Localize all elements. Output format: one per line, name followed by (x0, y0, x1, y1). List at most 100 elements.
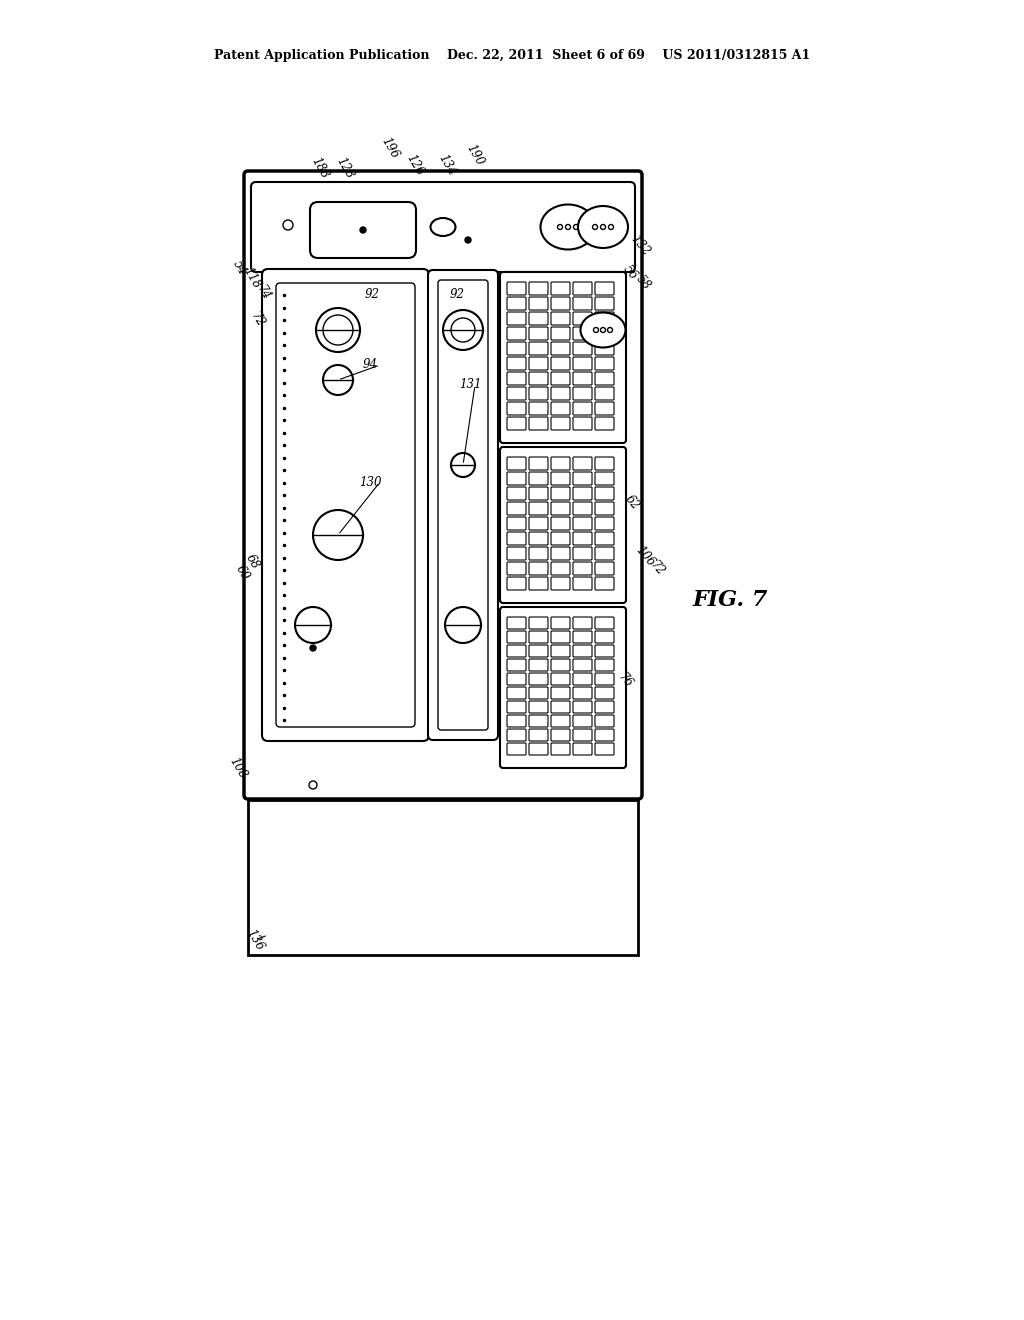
FancyBboxPatch shape (551, 457, 570, 470)
Text: Patent Application Publication    Dec. 22, 2011  Sheet 6 of 69    US 2011/031281: Patent Application Publication Dec. 22, … (214, 49, 810, 62)
Text: 131: 131 (459, 379, 481, 392)
Text: 188: 188 (309, 154, 331, 181)
FancyBboxPatch shape (529, 473, 548, 484)
FancyBboxPatch shape (573, 743, 592, 755)
FancyBboxPatch shape (529, 686, 548, 700)
FancyBboxPatch shape (595, 387, 614, 400)
FancyBboxPatch shape (507, 701, 526, 713)
FancyBboxPatch shape (595, 417, 614, 430)
FancyBboxPatch shape (573, 729, 592, 741)
FancyBboxPatch shape (507, 356, 526, 370)
FancyBboxPatch shape (529, 502, 548, 515)
Circle shape (323, 366, 353, 395)
FancyBboxPatch shape (529, 387, 548, 400)
FancyBboxPatch shape (529, 372, 548, 385)
FancyBboxPatch shape (529, 356, 548, 370)
Circle shape (557, 224, 562, 230)
FancyBboxPatch shape (529, 517, 548, 531)
FancyBboxPatch shape (595, 342, 614, 355)
FancyBboxPatch shape (595, 577, 614, 590)
Circle shape (600, 224, 605, 230)
Circle shape (313, 510, 362, 560)
FancyBboxPatch shape (500, 447, 626, 603)
Bar (248, 800, 638, 954)
FancyBboxPatch shape (529, 403, 548, 414)
FancyBboxPatch shape (507, 403, 526, 414)
FancyBboxPatch shape (551, 546, 570, 560)
FancyBboxPatch shape (551, 403, 570, 414)
FancyBboxPatch shape (595, 659, 614, 671)
FancyBboxPatch shape (595, 715, 614, 727)
FancyBboxPatch shape (551, 532, 570, 545)
Text: FIG. 7: FIG. 7 (692, 589, 768, 611)
FancyBboxPatch shape (529, 743, 548, 755)
FancyBboxPatch shape (573, 546, 592, 560)
Text: 72: 72 (248, 310, 266, 330)
Circle shape (283, 220, 293, 230)
FancyBboxPatch shape (428, 271, 498, 741)
Ellipse shape (541, 205, 596, 249)
FancyBboxPatch shape (573, 417, 592, 430)
FancyBboxPatch shape (573, 631, 592, 643)
Circle shape (295, 607, 331, 643)
FancyBboxPatch shape (573, 502, 592, 515)
FancyBboxPatch shape (529, 312, 548, 325)
FancyBboxPatch shape (507, 387, 526, 400)
FancyBboxPatch shape (551, 342, 570, 355)
Text: 130: 130 (358, 475, 381, 488)
FancyBboxPatch shape (573, 387, 592, 400)
FancyBboxPatch shape (529, 659, 548, 671)
FancyBboxPatch shape (551, 562, 570, 576)
FancyBboxPatch shape (595, 686, 614, 700)
FancyBboxPatch shape (573, 715, 592, 727)
FancyBboxPatch shape (507, 729, 526, 741)
Text: 196: 196 (379, 135, 401, 161)
Text: 58: 58 (633, 272, 653, 292)
Text: 106: 106 (633, 544, 657, 569)
FancyBboxPatch shape (529, 546, 548, 560)
FancyBboxPatch shape (573, 659, 592, 671)
FancyBboxPatch shape (573, 327, 592, 341)
FancyBboxPatch shape (595, 546, 614, 560)
FancyBboxPatch shape (595, 673, 614, 685)
Text: 72: 72 (647, 558, 667, 578)
FancyBboxPatch shape (551, 659, 570, 671)
FancyBboxPatch shape (551, 297, 570, 310)
FancyBboxPatch shape (573, 616, 592, 630)
FancyBboxPatch shape (529, 532, 548, 545)
FancyBboxPatch shape (529, 487, 548, 500)
Circle shape (608, 224, 613, 230)
Circle shape (451, 453, 475, 477)
Circle shape (594, 327, 598, 333)
FancyBboxPatch shape (595, 297, 614, 310)
Circle shape (451, 318, 475, 342)
FancyBboxPatch shape (529, 701, 548, 713)
FancyBboxPatch shape (529, 715, 548, 727)
FancyBboxPatch shape (551, 502, 570, 515)
FancyBboxPatch shape (551, 487, 570, 500)
Text: 56: 56 (621, 263, 640, 282)
FancyBboxPatch shape (551, 616, 570, 630)
Ellipse shape (430, 218, 456, 236)
FancyBboxPatch shape (529, 645, 548, 657)
FancyBboxPatch shape (595, 356, 614, 370)
FancyBboxPatch shape (529, 457, 548, 470)
FancyBboxPatch shape (573, 701, 592, 713)
FancyBboxPatch shape (507, 342, 526, 355)
FancyBboxPatch shape (507, 532, 526, 545)
FancyBboxPatch shape (573, 532, 592, 545)
FancyBboxPatch shape (595, 645, 614, 657)
FancyBboxPatch shape (551, 282, 570, 294)
FancyBboxPatch shape (595, 562, 614, 576)
Circle shape (465, 238, 471, 243)
FancyBboxPatch shape (573, 282, 592, 294)
FancyBboxPatch shape (529, 282, 548, 294)
FancyBboxPatch shape (595, 729, 614, 741)
FancyBboxPatch shape (529, 342, 548, 355)
Circle shape (443, 310, 483, 350)
FancyBboxPatch shape (595, 701, 614, 713)
FancyBboxPatch shape (595, 372, 614, 385)
Text: 68: 68 (243, 552, 261, 572)
FancyBboxPatch shape (529, 577, 548, 590)
FancyBboxPatch shape (551, 686, 570, 700)
